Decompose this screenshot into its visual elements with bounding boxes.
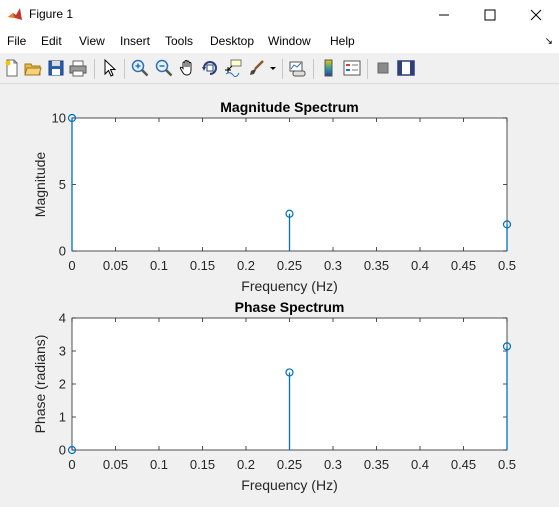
maximize-button[interactable] <box>467 0 513 30</box>
x-tick-label: 0.5 <box>498 258 516 273</box>
toolbar-separator <box>124 59 125 79</box>
stem-marker <box>502 342 512 351</box>
stem-marker <box>67 445 77 455</box>
menu-view[interactable]: View <box>79 34 105 48</box>
data-cursor-icon[interactable] <box>224 59 242 77</box>
close-button[interactable] <box>513 0 559 30</box>
menu-insert[interactable]: Insert <box>120 34 151 48</box>
menu-edit[interactable]: Edit <box>41 34 62 48</box>
menu-window[interactable]: Window <box>268 34 311 48</box>
x-axis-label: Frequency (Hz) <box>241 278 337 294</box>
new-figure-icon[interactable] <box>3 59 21 77</box>
axes-2: 0 0.05 0.1 0.15 0.2 0.25 0.3 0.35 0.4 0.45 0.5 0 1 2 3… <box>32 299 516 493</box>
menu-tools[interactable]: Tools <box>165 34 194 48</box>
zoom-out-icon[interactable] <box>155 59 173 77</box>
y-tick-label: 5 <box>59 177 66 192</box>
y-tick-label: 3 <box>59 344 66 359</box>
colorbar-icon[interactable] <box>320 59 338 77</box>
x-tick-label: 0.45 <box>451 457 476 472</box>
minimize-icon <box>439 14 449 16</box>
stem-marker <box>502 220 512 229</box>
menu-desktop[interactable]: Desktop <box>210 34 255 48</box>
minimize-button[interactable] <box>421 0 467 30</box>
rotate-3d-icon[interactable] <box>201 59 219 77</box>
x-tick-label: 0.2 <box>237 457 255 472</box>
show-plot-tools-icon[interactable] <box>397 59 415 77</box>
x-axis-label: Frequency (Hz) <box>241 477 337 493</box>
menu-file[interactable]: File <box>7 34 27 48</box>
x-tick-label: 0.05 <box>103 258 128 273</box>
x-tick-label: 0.4 <box>411 258 429 273</box>
x-tick-label: 0.45 <box>451 258 476 273</box>
save-icon[interactable] <box>47 59 65 77</box>
y-axis-label: Phase (radians) <box>32 335 48 434</box>
x-tick-label: 0 <box>68 457 75 472</box>
chart-title: Magnitude Spectrum <box>220 99 358 115</box>
plots-svg: 0 0.05 0.1 0.15 0.2 0.25 0.3 0.35 0.4 0.45 0.50510… <box>32 99 516 493</box>
x-tick-label: 0 <box>68 258 75 273</box>
toolbar-separator <box>282 59 283 79</box>
zoom-in-icon[interactable] <box>131 59 149 77</box>
print-icon[interactable] <box>69 59 87 77</box>
y-tick-label: 0 <box>59 443 66 458</box>
x-tick-label: 0.4 <box>411 457 429 472</box>
stem-marker <box>285 209 294 218</box>
open-file-icon[interactable] <box>24 59 42 77</box>
chart-title: Phase Spectrum <box>235 299 345 315</box>
stem-marker <box>285 368 294 377</box>
y-tick-label: 10 <box>52 111 66 126</box>
x-tick-label: 0.3 <box>324 258 342 273</box>
y-tick-label: 1 <box>59 410 66 425</box>
maximize-icon <box>484 9 496 21</box>
x-tick-label: 0.1 <box>150 457 168 472</box>
link-plot-icon[interactable] <box>288 59 306 77</box>
menu-help[interactable]: Help <box>330 34 355 48</box>
legend-icon[interactable] <box>343 59 361 77</box>
figure-toolbar <box>0 53 559 84</box>
axes-1: 0 0.05 0.1 0.15 0.2 0.25 0.3 0.35 0.4 0.45 0.5 0 5 10… <box>32 99 516 294</box>
figure-canvas: 0 0.05 0.1 0.15 0.2 0.25 0.3 0.35 0.4 0.45 0.5 0 5 10… <box>0 84 559 502</box>
toolbar-separator <box>94 59 95 79</box>
brush-icon[interactable] <box>248 59 266 77</box>
x-tick-label: 0.35 <box>364 457 389 472</box>
window-title: Figure 1 <box>29 7 74 21</box>
toolbar-separator <box>367 59 368 79</box>
edit-plot-arrow-icon[interactable] <box>101 59 119 77</box>
x-tick-label: 0.15 <box>190 258 215 273</box>
menu-bar: File Edit View Insert Tools Desktop Wind… <box>0 30 559 53</box>
x-tick-label: 0.3 <box>324 457 342 472</box>
x-tick-label: 0.15 <box>190 457 215 472</box>
stem-marker <box>67 113 77 123</box>
x-tick-label: 0.5 <box>498 457 516 472</box>
x-tick-label: 0.1 <box>150 258 168 273</box>
hide-plot-tools-icon[interactable] <box>374 59 392 77</box>
x-tick-label: 0.25 <box>277 258 302 273</box>
window-titlebar: Figure 1 <box>0 0 559 30</box>
x-tick-label: 0.25 <box>277 457 302 472</box>
pan-hand-icon[interactable] <box>178 59 196 77</box>
x-tick-label: 0.35 <box>364 258 389 273</box>
y-tick-label: 0 <box>59 244 66 259</box>
matlab-logo-icon <box>8 8 22 20</box>
close-icon <box>530 9 542 21</box>
y-tick-label: 2 <box>59 377 66 392</box>
brush-dropdown-icon[interactable] <box>268 59 278 77</box>
x-tick-label: 0.2 <box>237 258 255 273</box>
toolbar-separator <box>313 59 314 79</box>
dock-arrow-icon[interactable]: ↘ <box>544 36 553 47</box>
y-axis-label: Magnitude <box>32 152 48 218</box>
y-tick-label: 4 <box>59 311 66 326</box>
x-tick-label: 0.05 <box>103 457 128 472</box>
